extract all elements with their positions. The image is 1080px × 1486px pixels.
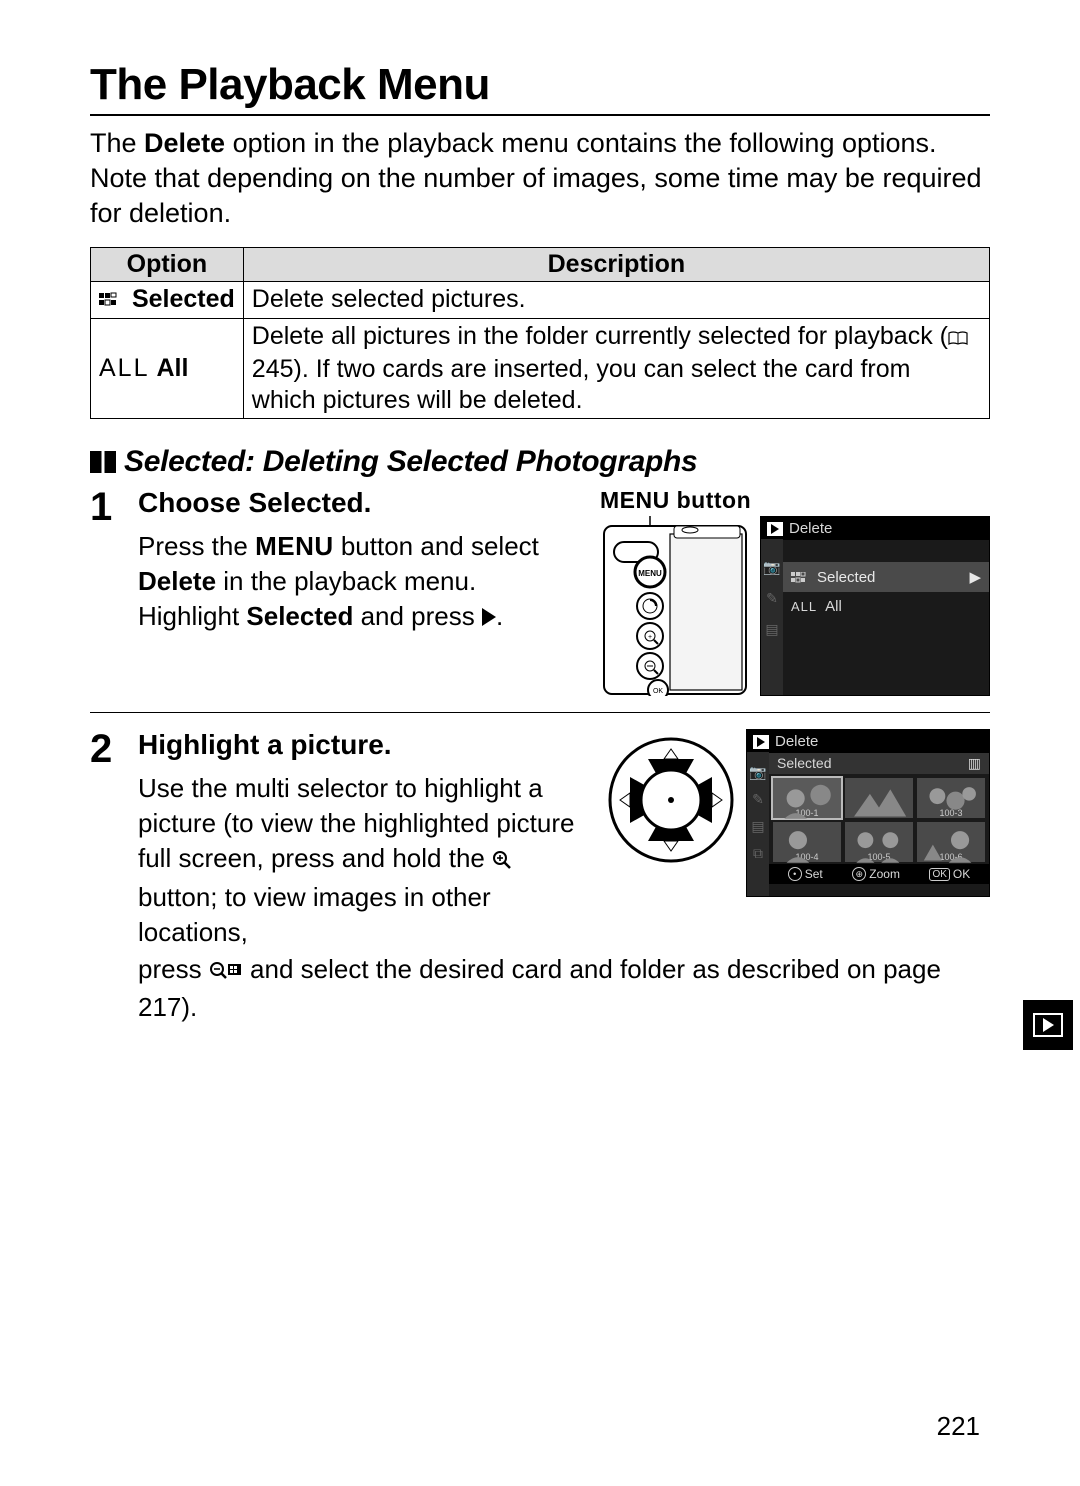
book-icon — [948, 323, 968, 354]
right-arrow-icon — [482, 608, 496, 626]
chevron-right-icon: ▶ — [969, 568, 981, 586]
bars-icon — [90, 451, 116, 473]
step-1-figures: MENU button MENU — [600, 487, 990, 696]
step-2-number: 2 — [90, 729, 132, 1025]
grid-icon — [791, 571, 809, 583]
step-2-title: Highlight a picture. — [138, 729, 588, 761]
intro-text: The Delete option in the playback menu c… — [90, 126, 990, 231]
multi-selector-illustration — [606, 735, 736, 865]
section-heading: Selected: Deleting Selected Photographs — [90, 445, 990, 479]
thumbnail-screen: Delete 📷✎▤⧉ Selected ▥ 100-1 100-2 10 — [746, 729, 990, 897]
zoom-icon: ⊕ — [852, 867, 866, 881]
step-2-body-continued: press and select the desired card and fo… — [138, 952, 990, 1025]
playback-icon — [753, 735, 769, 749]
menu-row-selected: Selected ▶ — [783, 562, 989, 592]
step-2-body: Use the multi selector to highlight a pi… — [138, 771, 588, 949]
step-2-figures: Delete 📷✎▤⧉ Selected ▥ 100-1 100-2 10 — [606, 729, 990, 897]
playback-tab-icon — [1023, 1000, 1073, 1050]
thumbnail-grid: 100-1 100-2 100-3 100-4 100-5 100-6 — [747, 774, 989, 864]
th-option: Option — [91, 248, 244, 282]
row-selected-desc: Delete selected pictures. — [243, 282, 989, 318]
delete-menu-screen: Delete 📷✎▤ — [760, 516, 990, 696]
battery-icon: ▥ — [968, 755, 981, 772]
step-1-number: 1 — [90, 487, 132, 696]
step-1-title: Choose Selected. — [138, 487, 582, 519]
row-selected-option: Selected — [91, 282, 244, 318]
options-table: Option Description Selected Delete selec… — [90, 247, 990, 419]
menu-row-all: ALL All — [783, 592, 989, 621]
page-title: The Playback Menu — [90, 60, 990, 116]
svg-text:MENU: MENU — [638, 569, 662, 578]
th-description: Description — [243, 248, 989, 282]
playback-icon — [767, 522, 783, 536]
svg-text:OK: OK — [653, 688, 663, 695]
row-all-option: ALL All — [91, 318, 244, 419]
step-2: 2 Highlight a picture. Use the multi sel… — [90, 729, 990, 1041]
row-all-desc: Delete all pictures in the folder curren… — [243, 318, 989, 419]
ok-icon: OK — [929, 868, 949, 881]
camera-illustration: MENU + OK — [600, 516, 750, 696]
step-1: 1 Choose Selected. Press the MENU button… — [90, 487, 990, 713]
zoom-out-thumbnails-icon — [209, 955, 243, 990]
page-number: 221 — [937, 1411, 980, 1442]
all-icon: ALL — [99, 354, 149, 382]
set-icon: • — [788, 867, 802, 881]
svg-text:+: + — [648, 634, 652, 641]
zoom-in-icon — [492, 844, 512, 879]
selected-icon — [99, 285, 132, 313]
step-1-body: Press the MENU button and select Delete … — [138, 529, 582, 634]
